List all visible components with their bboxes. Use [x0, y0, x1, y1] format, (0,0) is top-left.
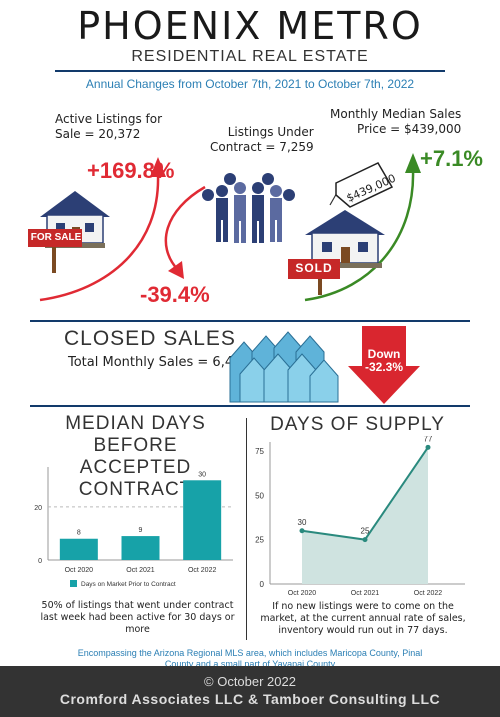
area-point: [299, 528, 305, 534]
for-sale-house-icon: [28, 191, 110, 273]
for-sale-sign-label: FOR SALE: [30, 232, 82, 243]
footer-bar: © October 2022 Cromford Associates LLC &…: [0, 666, 500, 717]
bar-x-tick-label: Oct 2021: [126, 567, 155, 574]
median-days-heading: MEDIAN DAYS BEFORE ACCEPTED CONTRACT: [65, 413, 206, 500]
copyright-text: © October 2022: [204, 674, 296, 689]
contract-down-arrow: [164, 185, 206, 271]
buyers-group-icon: [202, 173, 295, 243]
houses-cluster-icon: [229, 331, 339, 403]
area-y-tick-label: 75: [255, 447, 264, 456]
bar-value-label: 30: [198, 471, 206, 478]
page-title: PHOENIX METRO: [77, 4, 423, 48]
median-price-change: +7.1%: [420, 146, 483, 171]
bar-x-tick-label: Oct 2020: [65, 567, 94, 574]
bar: [59, 538, 98, 560]
down-arrow-icon: [348, 326, 420, 404]
area-y-tick-label: 0: [260, 580, 265, 589]
under-contract-change: -39.4%: [140, 282, 210, 307]
active-listings-label: Active Listings for Sale = 20,372: [55, 112, 163, 141]
days-supply-heading: DAYS OF SUPPLY: [270, 414, 445, 435]
area-y-tick-label: 50: [255, 491, 264, 500]
median-days-note: 50% of listings that went under contract…: [40, 600, 235, 635]
active-up-arrow: [39, 174, 160, 302]
company-text: Cromford Associates LLC & Tamboer Consul…: [59, 691, 441, 707]
days-supply-note: If no new listings were to come on the m…: [260, 601, 466, 636]
area-x-tick-label: Oct 2021: [351, 590, 380, 597]
area-value-label: 30: [298, 518, 307, 527]
coverage-note: Encompassing the Arizona Regional MLS ar…: [77, 648, 423, 669]
median-days-chart: 0 20 8 Oct 2020 9 Oct 2021 30 Oct 2022 Days on M…: [34, 467, 233, 588]
area-y-tick-label: 25: [255, 536, 264, 545]
area-x-tick-label: Oct 2020: [288, 590, 317, 597]
active-listings-change: +169.8%: [87, 158, 175, 183]
closed-sales-change: Down -32.3%: [364, 347, 404, 374]
closed-sales-divider-top: [30, 320, 470, 322]
closed-sales-total: Total Monthly Sales = 6,485: [68, 355, 250, 370]
stats-graphic: $439,000: [28, 153, 421, 302]
closed-sales-divider-bottom: [30, 405, 470, 407]
area-value-label: 77: [424, 436, 433, 443]
sold-sign-label: SOLD: [295, 261, 333, 275]
days-supply-chart: 0 25 50 75 30 Oct 2020 25 Oct 2021 77 Oct 2022: [255, 436, 465, 597]
bar-value-label: 8: [77, 530, 81, 537]
contract-arrowhead: [168, 261, 184, 279]
bar-y-tick-label: 20: [34, 505, 42, 512]
section-divider: [246, 418, 247, 640]
header-divider: [55, 70, 445, 72]
page-subtitle: RESIDENTIAL REAL ESTATE: [131, 48, 369, 65]
bar: [183, 480, 222, 560]
area-value-label: 25: [361, 527, 370, 536]
area-x-tick-label: Oct 2022: [414, 590, 443, 597]
active-arrowhead: [150, 157, 166, 177]
bar-legend-label: Days on Market Prior to Contract: [81, 581, 176, 588]
closed-sales-heading: CLOSED SALES: [64, 327, 236, 350]
sold-house-icon: [288, 162, 394, 295]
bar-y-tick-label: 0: [38, 558, 42, 565]
bar-legend-swatch: [70, 580, 77, 587]
bar-x-tick-label: Oct 2022: [188, 567, 217, 574]
median-price-label: Monthly Median Sales Price = $439,000: [330, 107, 462, 136]
price-up-arrow: [304, 169, 415, 302]
area-point: [362, 537, 368, 543]
bar: [121, 536, 160, 560]
date-range: Annual Changes from October 7th, 2021 to…: [85, 77, 415, 91]
area-point: [425, 444, 431, 450]
price-arrowhead: [405, 153, 421, 173]
area-fill: [302, 447, 428, 584]
under-contract-label: Listings Under Contract = 7,259: [210, 125, 314, 154]
bar-value-label: 9: [139, 527, 143, 534]
